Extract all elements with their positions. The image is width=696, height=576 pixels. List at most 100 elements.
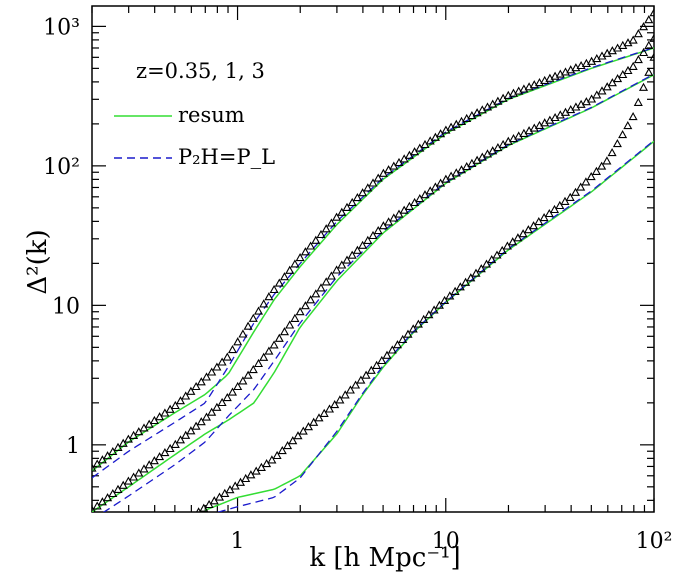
sim-point-z-3 [638,82,649,91]
sim-point-z-3 [461,277,471,286]
sim-point-z-3 [366,365,376,374]
sim-point-z-1 [420,190,430,199]
sim-point-z-1 [92,501,102,510]
sim-point-z-1 [238,376,248,385]
sim-point-z-0p35 [306,241,316,250]
sim-point-z-1 [306,295,316,304]
sim-point-z-3 [361,370,371,379]
sim-point-z-0p35 [113,442,123,451]
sim-point-z-3 [539,212,549,222]
sim-point-z-3 [314,413,324,422]
sim-point-z-1 [332,265,342,274]
sim-point-z-1 [378,221,388,230]
sim-point-z-1 [430,182,440,191]
annotation-redshifts: z=0.35, 1, 3 [136,59,265,83]
sim-point-z-3 [607,147,617,157]
sim-point-z-3 [549,204,560,214]
sim-point-z-0p35 [259,299,269,308]
sim-point-z-3 [429,305,439,314]
sim-point-z-0p35 [363,183,373,192]
sim-point-z-0p35 [269,284,279,294]
legend: z=0.35, 1, 3 resum P₂H=P_L [114,59,275,169]
sim-point-z-1 [618,69,628,79]
sim-point-z-0p35 [639,22,649,31]
sim-point-z-0p35 [196,377,206,386]
sim-point-z-0p35 [358,188,368,197]
sim-point-z-3 [544,208,554,218]
sim-point-z-0p35 [342,202,352,211]
sim-point-z-0p35 [337,207,347,216]
sim-point-z-0p35 [238,329,248,338]
sim-point-z-1 [279,327,290,336]
sim-point-z-3 [565,192,575,201]
sim-point-z-0p35 [201,372,212,381]
sim-point-z-3 [644,67,654,76]
plot-frame [91,5,655,513]
sim-point-z-1 [269,340,279,349]
sim-point-z-1 [347,250,357,259]
sim-point-z-1 [97,497,107,506]
series-layer [92,8,654,512]
sim-point-z-3 [298,426,308,435]
sim-point-z-0p35 [248,313,258,322]
sim-point-z-1 [644,40,654,49]
sim-point-z-3 [345,385,355,394]
sim-point-z-0p35 [97,455,107,464]
sim-point-z-3 [471,268,481,277]
sim-point-z-1 [129,472,139,481]
sim-point-z-3 [398,334,408,344]
sim-point-z-1 [212,402,222,411]
sim-point-z-3 [523,225,533,234]
sim-point-z-1 [394,209,404,218]
sim-point-z-1 [373,225,383,235]
sim-point-z-0p35 [633,29,643,38]
sim-point-z-3 [586,171,596,181]
sim-point-z-3 [413,319,423,328]
sim-point-z-1 [363,235,373,244]
sim-point-z-0p35 [134,427,144,436]
sim-point-z-3 [351,380,361,389]
sim-point-z-1 [290,313,300,322]
sim-point-z-1 [113,484,123,493]
x-axis-title: k [h Mpc⁻¹] [309,543,460,573]
sim-point-z-1 [623,65,633,75]
sim-point-z-1 [175,435,186,444]
sim-point-z-0p35 [316,229,326,239]
sim-point-z-0p35 [103,451,113,460]
y-tick-label: 10³ [43,15,80,40]
sim-point-z-1 [352,245,362,254]
sim-point-z-1 [144,460,154,469]
sim-point-z-3 [303,422,314,431]
sim-point-z-0p35 [649,8,654,17]
sim-point-z-3 [591,166,601,175]
sim-point-z-3 [309,417,319,426]
sim-point-z-0p35 [285,265,295,274]
sim-point-z-0p35 [295,252,305,262]
sim-point-z-3 [403,329,413,338]
sim-point-z-1 [149,456,159,465]
sim-point-z-0p35 [170,400,180,410]
sim-point-z-3 [408,324,418,333]
sim-point-z-3 [581,177,591,186]
sim-point-z-0p35 [108,446,118,456]
sim-point-z-1 [592,90,602,99]
sim-point-z-3 [324,404,335,413]
x-tick-label: 1 [231,529,245,554]
sim-point-z-0p35 [352,192,362,202]
tick-labels: 1 10 10² 1 10 10² 10³ [43,15,672,554]
sim-point-z-3 [288,436,298,445]
sim-point-z-1 [326,271,336,280]
sim-point-z-3 [466,273,476,282]
sim-point-z-1 [404,201,414,210]
sim-point-z-3 [534,216,544,226]
sim-point-z-1 [207,407,217,416]
sim-point-z-1 [425,186,435,195]
sim-point-z-1 [316,283,326,292]
sim-point-z-0p35 [326,218,336,227]
y-tick-label: 10 [52,294,80,319]
sim-point-z-1 [201,412,212,421]
sim-point-z-3 [508,237,518,246]
sim-point-z-3 [340,390,350,399]
sim-point-z-3 [335,395,345,404]
